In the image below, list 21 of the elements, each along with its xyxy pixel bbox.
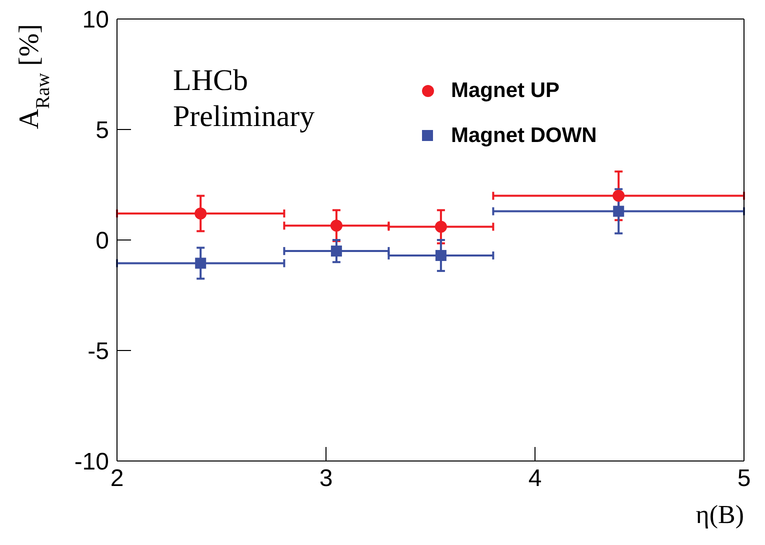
y-tick-label: 10 <box>82 6 109 34</box>
point <box>330 246 342 257</box>
y-tick-label: 5 <box>96 117 109 144</box>
annotation: LHCb <box>173 63 249 99</box>
point <box>435 250 446 261</box>
point <box>194 207 207 220</box>
x-tick-label: 2 <box>110 465 124 492</box>
point <box>434 220 447 233</box>
point <box>330 220 342 232</box>
x-axis-title: η(B) <box>696 500 744 529</box>
x-tick-label: 4 <box>528 465 542 492</box>
y-tick-label: -10 <box>74 448 109 476</box>
annotation: Preliminary <box>173 99 315 135</box>
point <box>613 206 624 217</box>
y-tick-label: -5 <box>88 338 109 366</box>
legend-label: Magnet UP <box>451 78 560 102</box>
y-tick-label: 0 <box>96 228 109 255</box>
point <box>195 258 206 269</box>
x-tick-label: 5 <box>737 465 751 492</box>
x-tick-label: 3 <box>319 465 333 492</box>
legend-label: Magnet DOWN <box>451 124 597 148</box>
